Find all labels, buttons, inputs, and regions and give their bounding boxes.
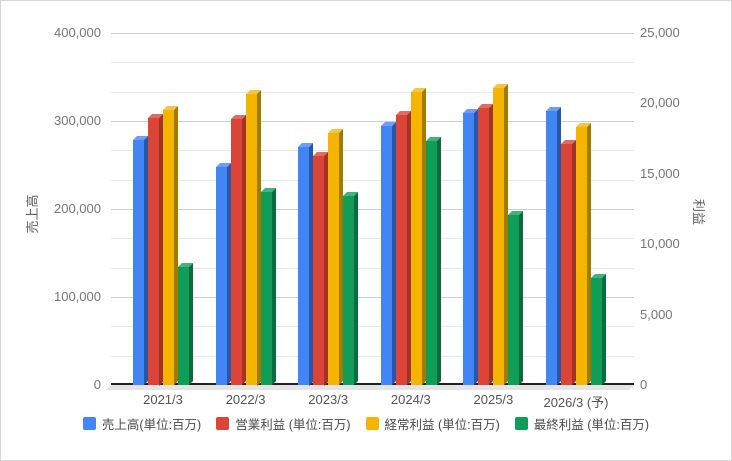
bar-ordinary-profit-2[interactable] [245, 93, 257, 385]
legend-label: 営業利益 (単位:百万) [235, 418, 351, 432]
bar-net-profit-6[interactable] [591, 278, 602, 385]
bar-sales-4[interactable] [380, 126, 392, 385]
gridline [111, 267, 634, 269]
legend-item-ordinary-profit[interactable]: 経常利益 (単位:百万) [365, 414, 500, 433]
chart-3d-floor [106, 385, 634, 390]
legend-label: 最終利益 (単位:百万) [533, 418, 650, 432]
x-axis-label: 2025/3 [473, 392, 514, 407]
bar-operating-profit-3[interactable] [313, 155, 325, 385]
left-axis-tick-label: 300,000 [54, 113, 101, 128]
legend-swatch-operating-profit [216, 417, 230, 430]
gridline [111, 326, 634, 328]
bar-net-profit-3[interactable] [343, 196, 355, 385]
legend-item-operating-profit[interactable]: 営業利益 (単位:百万) [216, 414, 351, 433]
right-axis-tick-label: 0 [640, 377, 648, 392]
x-axis-label: 2022/3 [225, 392, 266, 407]
left-axis-tick-label: 100,000 [54, 289, 101, 304]
gridline [111, 121, 634, 122]
gridline [111, 238, 634, 240]
left-axis-tick-label: 200,000 [54, 201, 101, 216]
bar-ordinary-profit-4[interactable] [410, 92, 422, 385]
x-axis-label: 2021/3 [143, 392, 183, 407]
bar-net-profit-5[interactable] [508, 214, 520, 385]
bar-operating-profit-5[interactable] [478, 107, 490, 385]
legend-swatch-sales [82, 417, 96, 430]
bar-operating-profit-4[interactable] [395, 114, 407, 385]
legend-item-sales[interactable]: 売上高(単位:百万) [82, 414, 202, 433]
bar-sales-1[interactable] [133, 140, 144, 385]
gridline [111, 91, 634, 93]
legend-swatch-ordinary-profit [365, 417, 379, 430]
bar-operating-profit-6[interactable] [561, 144, 572, 385]
left-axis-tick-label: 0 [93, 377, 101, 392]
x-axis-label: 2023/3 [308, 392, 349, 407]
gridline [111, 62, 634, 64]
legend-label: 経常利益 (単位:百万) [384, 418, 500, 432]
bar-ordinary-profit-1[interactable] [163, 110, 174, 385]
bar-ordinary-profit-5[interactable] [493, 87, 505, 385]
bar-sales-5[interactable] [463, 113, 475, 385]
gridline [111, 297, 634, 298]
left-axis-tick-label: 400,000 [54, 25, 101, 40]
gridline [111, 150, 634, 152]
right-axis-tick-label: 5,000 [640, 306, 673, 322]
bar-sales-3[interactable] [298, 146, 310, 385]
gridline [111, 209, 634, 210]
legend-swatch-net-profit [514, 417, 528, 430]
x-axis-label: 2024/3 [390, 392, 431, 407]
chart-legend: 売上高(単位:百万) 営業利益 (単位:百万) 経常利益 (単位:百万) 最終利益 (… [1, 414, 731, 433]
right-axis-tick-label: 15,000 [640, 165, 680, 181]
plot-area [106, 33, 634, 390]
gridline [111, 33, 634, 34]
right-axis-tick-label: 10,000 [640, 236, 680, 252]
bar-net-profit-1[interactable] [178, 266, 189, 385]
bar-sales-2[interactable] [215, 166, 227, 385]
bar-ordinary-profit-6[interactable] [576, 127, 587, 385]
right-axis-tick-label: 25,000 [640, 25, 680, 40]
x-axis-label: 2026/3 (予) [543, 395, 609, 410]
legend-label: 売上高(単位:百万) [101, 418, 202, 432]
gridline [111, 179, 634, 181]
bar-net-profit-2[interactable] [260, 192, 272, 385]
bar-sales-6[interactable] [546, 111, 557, 385]
right-axis-tick-label: 20,000 [640, 95, 680, 111]
bar-operating-profit-1[interactable] [148, 117, 159, 385]
right-axis-title: 利益 [691, 198, 706, 225]
bar-operating-profit-2[interactable] [230, 118, 242, 385]
x-axis-line [111, 383, 634, 385]
bar-net-profit-4[interactable] [425, 141, 437, 385]
bar-ordinary-profit-3[interactable] [328, 133, 340, 385]
gridline [111, 355, 634, 357]
legend-item-net-profit[interactable]: 最終利益 (単位:百万) [514, 414, 650, 433]
